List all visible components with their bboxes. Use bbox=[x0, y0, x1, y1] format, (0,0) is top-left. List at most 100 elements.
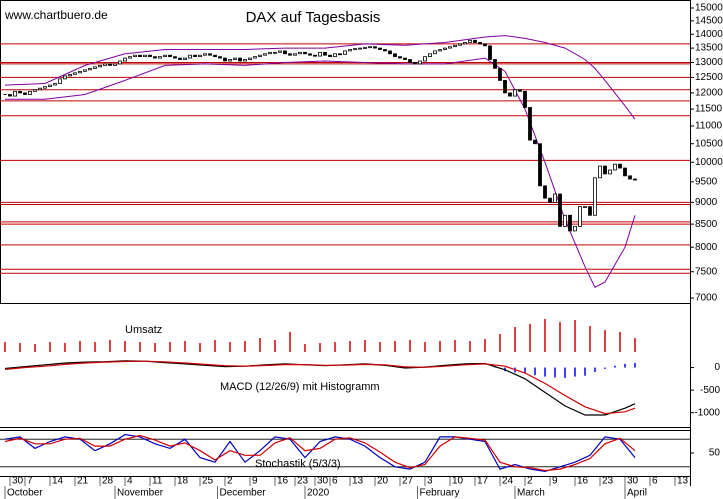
candle bbox=[458, 43, 462, 46]
y-tick-label: 13500 bbox=[695, 43, 723, 54]
candle bbox=[333, 53, 337, 58]
month-label: December bbox=[220, 488, 267, 499]
candle bbox=[433, 50, 437, 55]
x-tick-label: 2 bbox=[527, 476, 533, 487]
x-tick-label: 25 bbox=[202, 476, 214, 487]
candle bbox=[503, 80, 507, 94]
candle bbox=[378, 47, 382, 50]
y-tick-label: 12500 bbox=[695, 72, 723, 83]
candle bbox=[88, 67, 92, 71]
x-tick-label: 3 bbox=[427, 476, 433, 487]
candle bbox=[418, 60, 422, 65]
y-tick-label: 7000 bbox=[695, 293, 718, 304]
watermark: www.chartbuero.de bbox=[4, 8, 108, 22]
bollinger-band bbox=[4, 35, 636, 120]
candle bbox=[523, 90, 527, 108]
x-tick-label: 4 bbox=[127, 476, 133, 487]
candle bbox=[438, 49, 442, 52]
candle bbox=[28, 90, 32, 95]
candle bbox=[518, 89, 522, 92]
month-label: November bbox=[117, 488, 164, 499]
candle bbox=[603, 165, 607, 175]
candle bbox=[138, 54, 142, 58]
y-tick-label: 15000 bbox=[695, 3, 723, 14]
candle bbox=[38, 87, 42, 91]
candle bbox=[608, 169, 612, 175]
x-tick-label: 27 bbox=[402, 476, 414, 487]
x-tick-label: 11 bbox=[152, 476, 163, 487]
candle bbox=[303, 51, 307, 55]
candle bbox=[583, 206, 587, 209]
candle bbox=[178, 57, 182, 60]
x-tick-label: 13 bbox=[677, 476, 689, 487]
candle bbox=[238, 57, 242, 62]
candle bbox=[18, 90, 22, 94]
candle bbox=[58, 78, 62, 84]
candle bbox=[463, 42, 467, 45]
candle bbox=[353, 48, 357, 51]
x-tick-label: 6 bbox=[332, 476, 338, 487]
y-tick-label: 11000 bbox=[695, 121, 723, 132]
candle bbox=[218, 56, 222, 59]
y-tick-label: 8000 bbox=[695, 242, 718, 253]
x-tick-label: 14 bbox=[52, 476, 64, 487]
candle bbox=[203, 53, 207, 56]
candle bbox=[493, 59, 497, 69]
x-tick-label: 6 bbox=[652, 476, 658, 487]
candle bbox=[13, 90, 17, 97]
x-tick-label: 17 bbox=[477, 476, 489, 487]
x-tick-label: 24 bbox=[502, 476, 514, 487]
candle bbox=[308, 53, 312, 56]
x-tick-label: 9 bbox=[252, 476, 258, 487]
candle bbox=[413, 62, 417, 65]
candle bbox=[243, 59, 247, 62]
candle bbox=[33, 89, 37, 92]
candle bbox=[293, 53, 297, 56]
candle bbox=[598, 165, 602, 179]
candle bbox=[198, 54, 202, 58]
candle bbox=[368, 46, 372, 49]
candle bbox=[43, 86, 47, 89]
y-tick-label: 14000 bbox=[695, 29, 723, 40]
candle bbox=[273, 51, 277, 54]
candle bbox=[468, 39, 472, 43]
candle bbox=[173, 56, 177, 59]
candle bbox=[188, 54, 192, 59]
x-tick-label: 28 bbox=[102, 476, 114, 487]
candle bbox=[623, 167, 627, 177]
candle bbox=[388, 50, 392, 55]
x-tick-label: 10 bbox=[452, 476, 464, 487]
candle bbox=[123, 57, 127, 62]
candle bbox=[473, 39, 477, 43]
candle bbox=[93, 66, 97, 69]
candle bbox=[403, 57, 407, 60]
candle bbox=[538, 143, 542, 187]
month-label: April bbox=[627, 488, 647, 499]
candle bbox=[8, 94, 12, 97]
candle bbox=[78, 70, 82, 74]
candle bbox=[323, 51, 327, 56]
month-label: October bbox=[7, 488, 43, 499]
y-tick-label: 10500 bbox=[695, 138, 723, 149]
x-tick-label: 20 bbox=[377, 476, 389, 487]
candle bbox=[408, 59, 412, 63]
candle bbox=[613, 163, 617, 171]
candle bbox=[578, 206, 582, 227]
candle bbox=[343, 50, 347, 55]
candle bbox=[428, 53, 432, 58]
candle bbox=[568, 214, 572, 232]
y-tick-label: -1000 bbox=[694, 407, 720, 418]
candle bbox=[108, 63, 112, 66]
candle bbox=[588, 206, 592, 216]
x-tick-label: 16 bbox=[577, 476, 589, 487]
y-tick-label: 10000 bbox=[695, 157, 723, 168]
candle bbox=[478, 42, 482, 45]
candle bbox=[558, 193, 562, 227]
candle bbox=[63, 75, 67, 80]
month-label: 2020 bbox=[307, 488, 330, 499]
candle bbox=[183, 57, 187, 60]
candle bbox=[118, 60, 122, 65]
candle bbox=[488, 45, 492, 60]
y-tick-label: 8500 bbox=[695, 219, 718, 230]
